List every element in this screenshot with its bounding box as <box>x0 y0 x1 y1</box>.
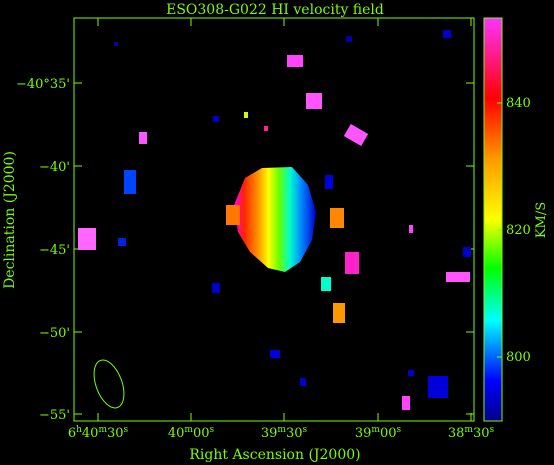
x-tick-label: 38m30s <box>448 425 495 441</box>
colorbar-tick-labels: 840 820 800 <box>506 96 531 365</box>
x-tick-label: 39m30s <box>261 425 308 441</box>
y-tick-label: −50' <box>39 326 70 341</box>
plot-frame <box>73 17 475 422</box>
y-tick-label: −40' <box>39 160 70 175</box>
noise-blobs <box>78 30 471 410</box>
y-tick-marks <box>74 82 474 415</box>
y-tick-labels: −40°35' −40' −45' −50' −55' <box>16 77 70 423</box>
colorbar-label: KM/S <box>534 202 549 238</box>
y-axis-label: Declination (J2000) <box>2 151 18 289</box>
x-axis-label: Right Ascension (J2000) <box>189 447 360 463</box>
x-tick-label: 6h40m30s <box>68 425 129 441</box>
y-tick-label: −40°35' <box>16 77 70 92</box>
colorbar-tick-label: 800 <box>506 350 531 365</box>
beam-ellipse <box>93 359 125 409</box>
x-tick-label: 39m00s <box>355 425 402 441</box>
galaxy-velocity-field <box>226 167 316 272</box>
plot-title: ESO308-G022 HI velocity field <box>166 2 384 18</box>
colorbar-tick-marks <box>497 102 502 358</box>
colorbar-tick-label: 820 <box>506 223 531 238</box>
x-tick-labels: 6h40m30s 40m00s 39m30s 39m00s 38m30s <box>68 425 495 441</box>
y-tick-label: −55' <box>39 408 70 423</box>
x-tick-label: 40m00s <box>168 425 215 441</box>
y-tick-label: −45' <box>39 243 70 258</box>
colorbar-tick-label: 840 <box>506 96 531 111</box>
colorbar <box>483 17 503 422</box>
